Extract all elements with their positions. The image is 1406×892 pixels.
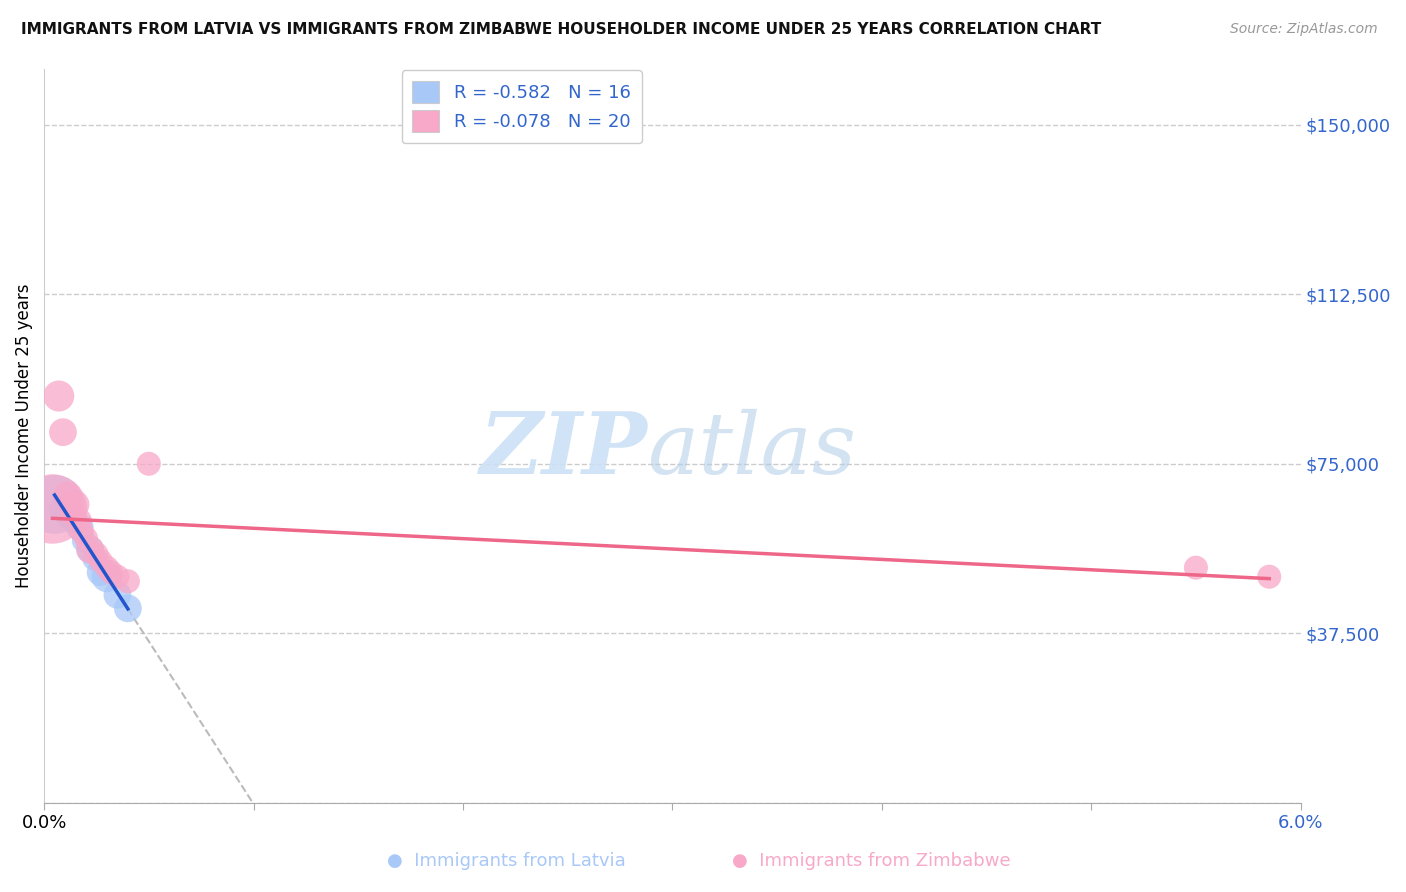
Point [90,565,112,579]
Text: atlas: atlas [647,409,856,491]
Point [52,425,75,439]
Text: Source: ZipAtlas.com: Source: ZipAtlas.com [1230,22,1378,37]
Point [83,551,105,566]
Point [44,498,66,512]
Point [1185,560,1208,574]
Point [69,513,91,527]
Point [65,516,87,530]
Text: IMMIGRANTS FROM LATVIA VS IMMIGRANTS FROM ZIMBABWE HOUSEHOLDER INCOME UNDER 25 Y: IMMIGRANTS FROM LATVIA VS IMMIGRANTS FRO… [21,22,1101,37]
Point [107,588,129,602]
Point [65,498,87,512]
Point [58,508,80,523]
Point [117,574,139,589]
Legend: R = -0.582   N = 16, R = -0.078   N = 20: R = -0.582 N = 16, R = -0.078 N = 20 [402,70,641,143]
Point [79,542,101,557]
Point [60,507,83,521]
Point [75,532,97,546]
Point [53,504,76,518]
Point [49,502,72,516]
Point [96,560,118,574]
Point [56,488,79,502]
Point [69,520,91,534]
Point [58,498,80,512]
Text: ZIP: ZIP [479,409,647,492]
Point [62,513,84,527]
Point [1258,570,1281,584]
Point [138,457,160,471]
Text: ●  Immigrants from Zimbabwe: ● Immigrants from Zimbabwe [733,852,1011,870]
Point [100,565,122,579]
Point [107,570,129,584]
Point [86,547,108,561]
Point [73,533,96,548]
Point [79,542,101,557]
Point [96,570,118,584]
Y-axis label: Householder Income Under 25 years: Householder Income Under 25 years [15,284,32,588]
Point [90,554,112,568]
Point [117,601,139,615]
Point [70,524,93,539]
Point [56,507,79,521]
Text: ●  Immigrants from Latvia: ● Immigrants from Latvia [387,852,626,870]
Point [60,511,83,525]
Point [48,389,70,403]
Point [41,502,63,516]
